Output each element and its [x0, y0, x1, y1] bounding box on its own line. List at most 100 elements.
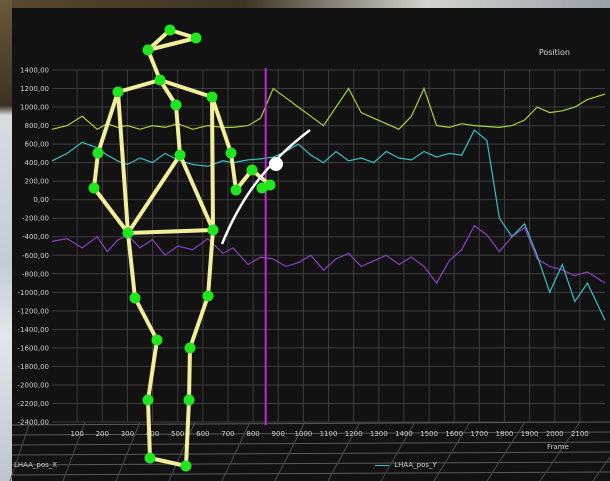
graph-panel: Position	[12, 8, 610, 481]
x-tick-label: 700	[221, 430, 234, 438]
skeleton-bone	[92, 186, 130, 235]
skeleton-bone	[187, 346, 192, 402]
legend-y-swatch	[375, 464, 389, 466]
skeleton-joint	[142, 394, 154, 406]
skeleton-bone	[133, 296, 159, 342]
skeleton-joint	[129, 292, 141, 304]
skeleton-bone	[96, 90, 120, 155]
legend-item-x[interactable]: LHAA_pos_X	[14, 461, 57, 469]
floor-line	[9, 421, 31, 481]
skeleton-bone	[229, 151, 238, 192]
skeleton-bone	[174, 103, 182, 157]
skeleton-bone	[116, 78, 162, 94]
floor-line	[168, 421, 196, 481]
y-tick-label: 200,00	[25, 178, 50, 186]
skeleton-joint	[92, 147, 104, 159]
y-tick-label: 1400,00	[20, 67, 49, 75]
skeleton-joint	[256, 182, 268, 194]
skeleton-joint	[151, 334, 163, 346]
skeleton-joint	[180, 460, 192, 472]
skeleton-bone	[146, 36, 198, 52]
skeleton-bone	[184, 398, 191, 468]
series-line	[51, 129, 606, 321]
floor-line	[115, 421, 141, 481]
x-tick-label: 100	[70, 430, 83, 438]
skeleton-bone	[210, 95, 215, 232]
skeleton-joint	[230, 184, 242, 196]
x-tick-label: 600	[196, 430, 209, 438]
series-lines	[51, 86, 606, 321]
floor-line	[221, 421, 251, 481]
y-tick-label: -2400,00	[18, 419, 49, 427]
skeleton-joint	[122, 227, 134, 239]
skeleton-bone	[210, 95, 233, 155]
legend-x-label: LHAA_pos_X	[14, 461, 58, 469]
skeleton-bone	[92, 151, 100, 190]
skeleton-joint	[112, 86, 124, 98]
skeleton-joint	[154, 74, 166, 86]
floor-line	[11, 431, 610, 436]
x-tick-label: 500	[171, 430, 184, 438]
y-tick-label: -400,00	[22, 233, 49, 241]
y-tick-label: -1000,00	[18, 289, 49, 297]
floor-line	[11, 461, 610, 466]
floor-line	[11, 451, 610, 456]
x-tick-label: 2100	[571, 430, 589, 438]
skeleton-joint	[190, 32, 202, 44]
x-tick-label: 1900	[521, 430, 539, 438]
hand-trajectory	[220, 129, 311, 245]
y-tick-label: 400,00	[25, 159, 50, 167]
floor-line	[592, 456, 610, 481]
y-tick-label: -600,00	[22, 252, 49, 260]
skeleton-joint	[174, 149, 186, 161]
y-tick-label: -200,00	[22, 215, 49, 223]
series-line	[51, 86, 606, 131]
x-tick-label: 1000	[294, 430, 312, 438]
x-tick-label: 1200	[345, 430, 363, 438]
skeleton-joint	[164, 24, 176, 36]
legend-item-y[interactable]: LHAA_pos_Y	[375, 461, 437, 469]
floor-line	[327, 421, 361, 481]
floor-line	[433, 421, 471, 481]
skeleton-bone	[206, 228, 215, 298]
y-tick-label: -1200,00	[18, 307, 49, 315]
legend-y-label: LHAA_pos_Y	[394, 461, 437, 469]
floor-line	[11, 471, 610, 476]
skeleton-joint	[225, 147, 237, 159]
y-tick-label: 1200,00	[20, 85, 49, 93]
skeleton-joint	[88, 182, 100, 194]
x-tick-label: 300	[121, 430, 134, 438]
skeleton-bone	[126, 153, 182, 235]
skeleton-joint	[183, 394, 195, 406]
x-tick-label: 1400	[395, 430, 413, 438]
x-tick-label: 800	[246, 430, 259, 438]
x-axis-label: Frame	[547, 443, 569, 451]
skeleton-bone	[158, 78, 214, 99]
skeleton-bone	[146, 398, 152, 460]
graph-title: Position	[538, 48, 570, 57]
y-tick-label: -1600,00	[18, 344, 49, 352]
skeleton-joint	[142, 44, 154, 56]
x-tick-label: 1600	[445, 430, 463, 438]
skeleton-joint	[144, 452, 156, 464]
y-tick-label: -1800,00	[18, 363, 49, 371]
y-tick-label: -1400,00	[18, 326, 49, 334]
floor-line	[11, 441, 610, 446]
floor-line	[380, 421, 416, 481]
floor-line	[62, 421, 86, 481]
background-photo-left	[0, 0, 12, 481]
floor-grid	[9, 421, 610, 481]
skeleton-bone	[178, 153, 215, 232]
skeleton-bone	[126, 228, 215, 235]
skeleton-joint	[184, 342, 196, 354]
x-tick-label: 900	[272, 430, 285, 438]
skeleton-bone	[146, 338, 159, 402]
y-tick-label: 0,00	[33, 196, 49, 204]
selected-marker	[269, 157, 283, 171]
series-line	[51, 224, 606, 285]
skeleton-bone	[116, 90, 130, 235]
y-tick-label: -2200,00	[18, 400, 49, 408]
x-tick-label: 1300	[370, 430, 388, 438]
x-tick-label: 1800	[496, 430, 514, 438]
